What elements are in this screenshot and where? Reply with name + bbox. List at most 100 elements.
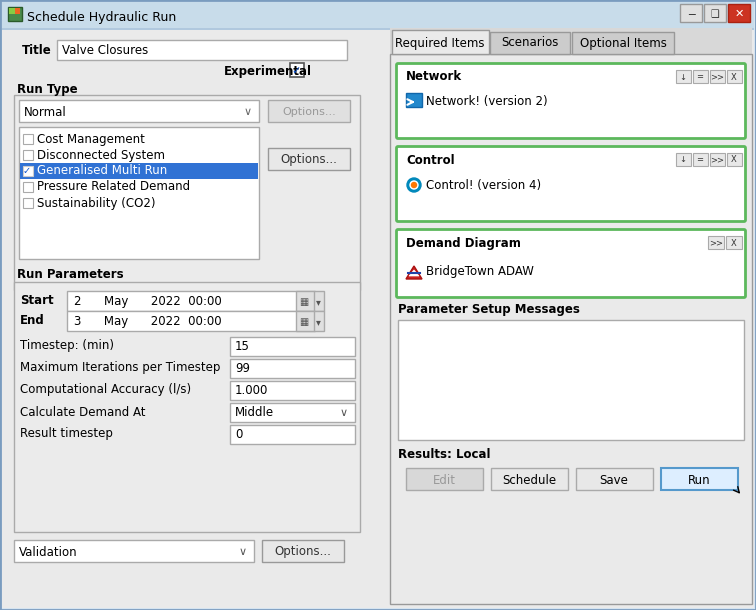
FancyBboxPatch shape bbox=[396, 146, 745, 221]
Bar bbox=[710, 70, 725, 83]
Text: Parameter Setup Messages: Parameter Setup Messages bbox=[398, 304, 580, 317]
Bar bbox=[23, 182, 33, 192]
Text: Options...: Options... bbox=[282, 107, 336, 117]
Text: ∨: ∨ bbox=[239, 547, 247, 557]
Bar bbox=[230, 403, 355, 422]
Text: Calculate Demand At: Calculate Demand At bbox=[20, 406, 145, 418]
Bar bbox=[19, 100, 259, 122]
Bar bbox=[23, 198, 33, 208]
Bar bbox=[390, 54, 752, 604]
Text: Valve Closures: Valve Closures bbox=[62, 45, 148, 57]
Text: Title: Title bbox=[22, 43, 51, 57]
Bar bbox=[19, 127, 259, 259]
Bar bbox=[23, 166, 33, 176]
Bar bbox=[710, 153, 725, 166]
Text: Start: Start bbox=[20, 293, 54, 306]
Bar bbox=[296, 291, 315, 311]
Text: Validation: Validation bbox=[19, 545, 78, 559]
Bar bbox=[676, 70, 691, 83]
Bar bbox=[268, 148, 350, 170]
Text: ▦: ▦ bbox=[299, 297, 308, 307]
Text: ∨: ∨ bbox=[244, 107, 252, 117]
Polygon shape bbox=[406, 266, 422, 279]
Text: ✓: ✓ bbox=[291, 66, 300, 76]
Text: 1.000: 1.000 bbox=[235, 384, 268, 398]
Text: =: = bbox=[696, 73, 704, 82]
Text: Demand Diagram: Demand Diagram bbox=[406, 237, 521, 249]
Bar bbox=[728, 4, 750, 22]
Text: ↓: ↓ bbox=[680, 156, 686, 165]
Bar bbox=[398, 320, 744, 440]
Text: X: X bbox=[731, 239, 737, 248]
Text: ─: ─ bbox=[688, 9, 694, 19]
Text: Run Parameters: Run Parameters bbox=[17, 268, 124, 281]
Bar bbox=[406, 93, 422, 107]
Bar bbox=[23, 134, 33, 144]
Text: 0: 0 bbox=[235, 428, 243, 442]
Bar bbox=[230, 337, 355, 356]
Polygon shape bbox=[409, 270, 419, 276]
Text: Pressure Related Demand: Pressure Related Demand bbox=[37, 181, 190, 193]
Text: Options...: Options... bbox=[274, 545, 331, 559]
Text: BridgeTown ADAW: BridgeTown ADAW bbox=[426, 265, 534, 278]
Text: ❑: ❑ bbox=[711, 9, 720, 19]
Bar bbox=[708, 236, 724, 249]
Text: Required Items: Required Items bbox=[395, 37, 485, 49]
Bar bbox=[491, 468, 568, 490]
Text: >>: >> bbox=[709, 239, 723, 248]
Text: Scenarios: Scenarios bbox=[501, 37, 559, 49]
Bar bbox=[680, 4, 702, 22]
Circle shape bbox=[411, 182, 417, 187]
Text: Generalised Multi Run: Generalised Multi Run bbox=[37, 165, 167, 178]
Text: ✓: ✓ bbox=[23, 166, 31, 176]
Text: Run Type: Run Type bbox=[17, 84, 78, 96]
Text: 15: 15 bbox=[235, 340, 250, 354]
Text: Timestep: (min): Timestep: (min) bbox=[20, 340, 114, 353]
Bar bbox=[20, 163, 258, 179]
Bar bbox=[14, 95, 360, 290]
Bar bbox=[230, 381, 355, 400]
Text: 2      May      2022  00:00: 2 May 2022 00:00 bbox=[74, 295, 222, 309]
Text: X: X bbox=[731, 73, 737, 82]
Text: ▦: ▦ bbox=[299, 317, 308, 327]
Bar bbox=[2, 28, 754, 30]
Text: >>: >> bbox=[710, 156, 724, 165]
Text: =: = bbox=[696, 156, 704, 165]
Text: Maximum Iterations per Timestep: Maximum Iterations per Timestep bbox=[20, 362, 221, 375]
Text: Normal: Normal bbox=[24, 106, 67, 118]
Circle shape bbox=[407, 178, 421, 192]
Bar bbox=[726, 236, 742, 249]
Text: Disconnected System: Disconnected System bbox=[37, 148, 165, 162]
Bar bbox=[390, 28, 752, 54]
Bar bbox=[57, 40, 347, 60]
Bar bbox=[290, 63, 304, 77]
Text: ↓: ↓ bbox=[680, 73, 686, 82]
Bar bbox=[262, 540, 344, 562]
Text: Run: Run bbox=[688, 473, 711, 487]
Text: Control: Control bbox=[406, 154, 454, 167]
FancyBboxPatch shape bbox=[396, 229, 745, 298]
Text: Schedule Hydraulic Run: Schedule Hydraulic Run bbox=[27, 10, 176, 24]
Bar bbox=[727, 70, 742, 83]
Bar bbox=[14, 540, 254, 562]
Bar bbox=[406, 468, 483, 490]
Bar bbox=[661, 468, 738, 490]
Bar bbox=[230, 425, 355, 444]
Bar bbox=[2, 2, 754, 28]
Bar bbox=[8, 7, 22, 21]
Bar bbox=[490, 32, 570, 54]
Bar bbox=[727, 153, 742, 166]
Text: Results: Local: Results: Local bbox=[398, 448, 491, 462]
Bar bbox=[693, 153, 708, 166]
Text: Network: Network bbox=[406, 71, 462, 84]
Bar bbox=[314, 311, 324, 331]
Text: ▾: ▾ bbox=[316, 297, 321, 307]
Text: X: X bbox=[731, 156, 737, 165]
Text: Save: Save bbox=[600, 473, 628, 487]
Bar bbox=[15, 8, 20, 14]
Text: Cost Management: Cost Management bbox=[37, 132, 145, 146]
Text: Computational Accuracy (l/s): Computational Accuracy (l/s) bbox=[20, 384, 191, 396]
Text: ∨: ∨ bbox=[340, 408, 348, 418]
Text: Options...: Options... bbox=[280, 154, 337, 167]
FancyBboxPatch shape bbox=[396, 63, 745, 138]
